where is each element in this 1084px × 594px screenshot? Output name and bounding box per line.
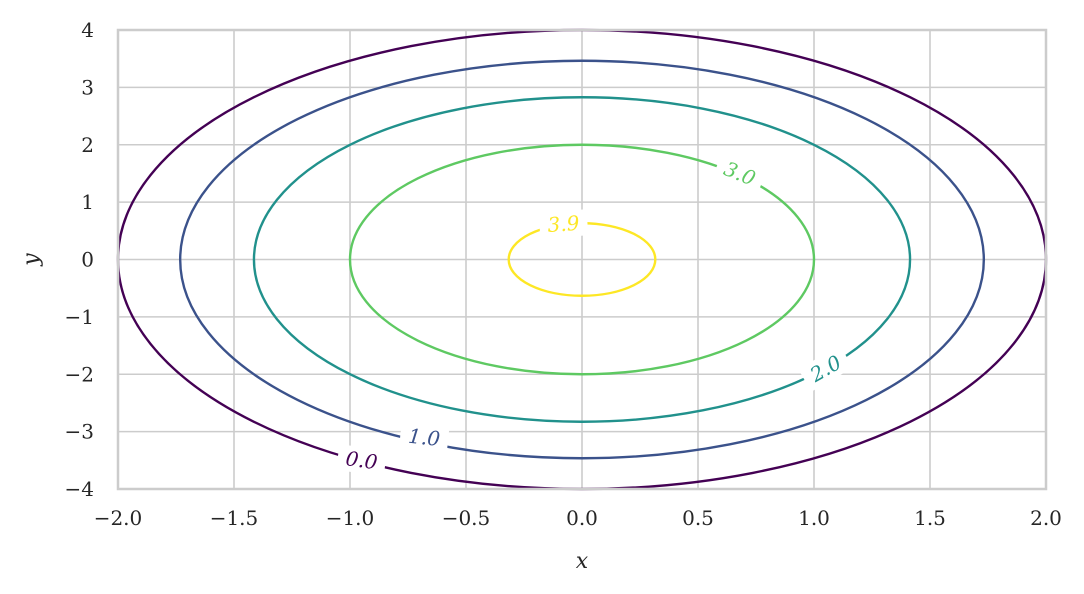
plot-frame xyxy=(116,28,1048,491)
y-tick-label: −4 xyxy=(65,477,94,501)
x-tick-label: −1.0 xyxy=(326,506,375,530)
contour-label-gap xyxy=(712,152,767,195)
contour-label-gap xyxy=(336,444,388,477)
contour-label-gap xyxy=(798,345,853,392)
x-tick-labels: −2.0 −1.5 −1.0 −0.5 0.0 0.5 1.0 1.5 2.0 xyxy=(94,506,1062,530)
contour-level-2-0 xyxy=(252,96,912,423)
y-tick-label: −1 xyxy=(65,305,94,329)
x-tick-label: 0.0 xyxy=(566,506,598,530)
contour-level-1-0 xyxy=(178,59,986,460)
y-tick-label: 3 xyxy=(81,75,94,99)
y-tick-label: 4 xyxy=(81,18,94,42)
x-tick-label: 2.0 xyxy=(1030,506,1062,530)
x-axis-label: x xyxy=(576,549,589,574)
contour-label: 0.0 xyxy=(344,446,379,474)
x-tick-label: 1.5 xyxy=(914,506,946,530)
y-tick-label: 1 xyxy=(81,190,94,214)
y-tick-label: −2 xyxy=(65,362,94,386)
contour-label: 1.0 xyxy=(407,424,441,451)
x-tick-label: 0.5 xyxy=(682,506,714,530)
contour-label-gap xyxy=(399,421,450,453)
x-tick-label: −0.5 xyxy=(442,506,491,530)
y-axis-label: y xyxy=(19,253,44,267)
y-tick-label: 2 xyxy=(81,133,94,157)
x-tick-label: −2.0 xyxy=(94,506,143,530)
contour-label-gap xyxy=(538,209,589,239)
contour-level-3-0 xyxy=(348,143,816,376)
y-tick-labels: −4 −3 −2 −1 0 1 2 3 4 xyxy=(65,18,94,501)
y-tick-label: 0 xyxy=(81,248,94,272)
x-tick-label: −1.5 xyxy=(210,506,259,530)
grid xyxy=(117,29,1047,490)
y-tick-label: −3 xyxy=(65,420,94,444)
contour-label: 3.9 xyxy=(547,211,581,237)
contour-labels: 0.01.02.03.03.9 xyxy=(336,152,853,477)
x-tick-label: 1.0 xyxy=(798,506,830,530)
